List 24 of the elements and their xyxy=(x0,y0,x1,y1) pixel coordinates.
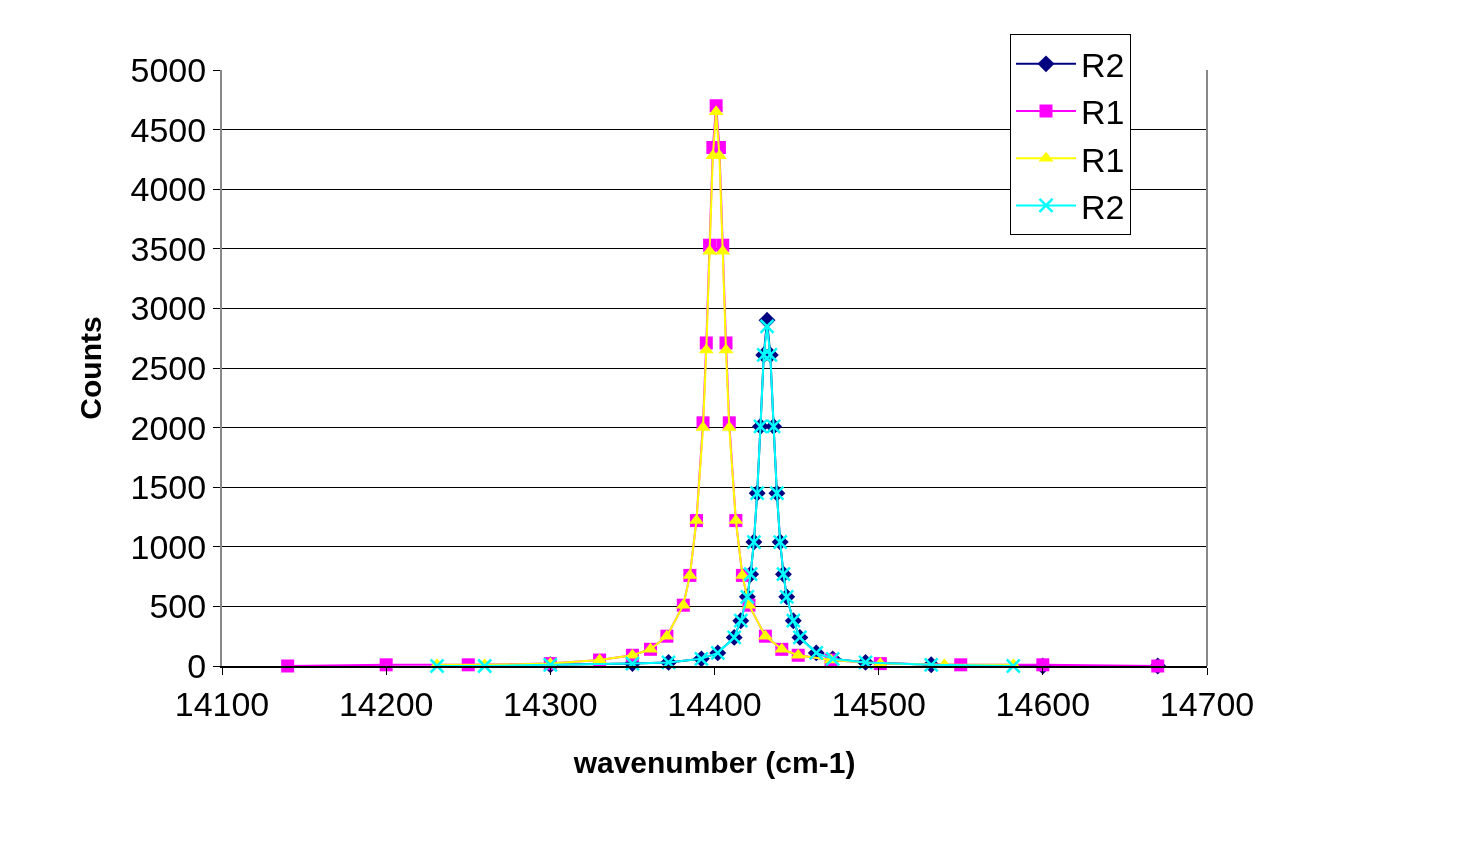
legend-label: R2 xyxy=(1081,46,1125,85)
x-tick-label: 14400 xyxy=(667,684,762,723)
y-tick-label: 3500 xyxy=(130,229,207,268)
x-tick-label: 14300 xyxy=(503,684,598,723)
y-axis-title: Counts xyxy=(74,316,108,420)
y-tick-label: 2000 xyxy=(130,408,207,447)
legend-label: R2 xyxy=(1081,187,1125,226)
x-tick-label: 14700 xyxy=(1159,684,1255,723)
x-tick-label: 14600 xyxy=(995,684,1091,723)
y-tick-label: 0 xyxy=(187,646,207,685)
y-tick-label: 3000 xyxy=(130,289,207,328)
y-tick-label: 1000 xyxy=(130,527,207,566)
y-tick-label: 2500 xyxy=(130,348,207,387)
y-tick-label: 4000 xyxy=(130,170,207,209)
y-tick-label: 1500 xyxy=(130,468,207,507)
y-tick-label: 4500 xyxy=(130,110,207,149)
x-tick-label: 14500 xyxy=(831,684,926,723)
legend-label: R1 xyxy=(1081,93,1125,132)
y-tick-label: 500 xyxy=(149,587,207,626)
legend-label: R1 xyxy=(1081,140,1125,179)
x-tick-label: 14200 xyxy=(338,684,434,723)
x-axis-title: wavenumber (cm-1) xyxy=(572,745,856,779)
x-tick-label: 14100 xyxy=(174,684,270,723)
y-tick-label: 5000 xyxy=(130,50,207,89)
